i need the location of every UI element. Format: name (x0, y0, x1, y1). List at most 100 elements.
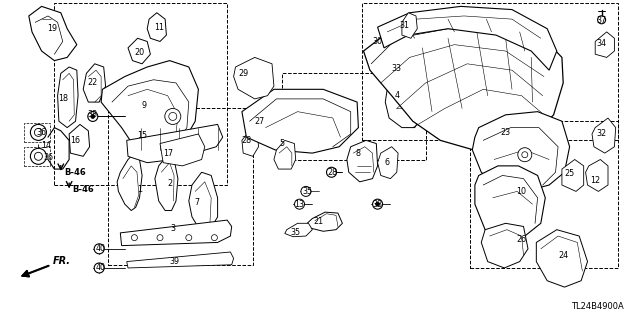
Text: 26: 26 (516, 235, 527, 244)
Text: TL24B4900A: TL24B4900A (572, 302, 624, 311)
Text: 31: 31 (399, 21, 410, 30)
Bar (362, 3, 618, 140)
Circle shape (94, 263, 104, 273)
Text: 29: 29 (238, 69, 248, 78)
Text: 25: 25 (564, 169, 575, 178)
Bar (470, 121, 618, 268)
Text: 10: 10 (516, 187, 527, 196)
Text: 17: 17 (163, 149, 173, 158)
Text: B-46: B-46 (72, 185, 94, 194)
Text: 35: 35 (302, 187, 312, 196)
Text: 40: 40 (95, 263, 106, 272)
Polygon shape (285, 223, 312, 237)
Text: 9: 9 (141, 101, 147, 110)
Circle shape (326, 167, 337, 177)
Text: 23: 23 (500, 128, 511, 137)
Polygon shape (117, 153, 142, 211)
Polygon shape (385, 83, 422, 128)
Polygon shape (120, 220, 232, 246)
Polygon shape (101, 61, 198, 160)
Bar (108, 108, 253, 265)
Circle shape (186, 235, 192, 241)
Circle shape (31, 148, 46, 164)
Text: 36: 36 (36, 128, 47, 137)
Polygon shape (147, 13, 166, 41)
Bar (282, 73, 426, 160)
Text: 2: 2 (167, 179, 172, 188)
Text: 12: 12 (590, 176, 600, 185)
Bar (24, 123, 50, 142)
Circle shape (35, 128, 42, 137)
Circle shape (88, 111, 98, 122)
Polygon shape (562, 160, 584, 191)
Text: 35: 35 (291, 228, 301, 237)
Text: 15: 15 (137, 131, 147, 140)
Text: 6: 6 (385, 158, 390, 167)
Polygon shape (242, 89, 358, 153)
Polygon shape (402, 13, 417, 38)
Text: 34: 34 (596, 39, 607, 48)
Text: 27: 27 (254, 117, 264, 126)
Circle shape (294, 199, 305, 209)
Text: 30: 30 (372, 37, 383, 46)
Polygon shape (58, 67, 78, 128)
Text: 1: 1 (137, 185, 142, 194)
Polygon shape (475, 166, 545, 239)
Polygon shape (307, 212, 342, 231)
Polygon shape (127, 124, 223, 163)
Circle shape (518, 148, 532, 162)
Text: 33: 33 (392, 64, 402, 73)
Polygon shape (586, 160, 608, 191)
Text: 20: 20 (134, 48, 145, 57)
Polygon shape (364, 16, 563, 150)
Text: 37: 37 (596, 16, 607, 25)
Text: 28: 28 (241, 136, 252, 145)
Text: FR.: FR. (52, 256, 70, 266)
Polygon shape (29, 6, 77, 61)
Text: 36: 36 (43, 153, 53, 162)
Circle shape (131, 235, 138, 241)
Circle shape (376, 202, 380, 206)
Text: 39: 39 (169, 257, 179, 266)
Text: 28: 28 (328, 168, 338, 177)
Polygon shape (160, 134, 205, 166)
Polygon shape (242, 131, 259, 156)
Text: 24: 24 (558, 251, 568, 260)
Polygon shape (595, 32, 614, 57)
Text: 3: 3 (170, 224, 175, 233)
Bar (24, 147, 50, 166)
Circle shape (598, 16, 605, 24)
Polygon shape (127, 252, 234, 268)
Polygon shape (128, 38, 150, 64)
Circle shape (165, 108, 181, 124)
Circle shape (522, 152, 528, 158)
Text: 4: 4 (394, 91, 399, 100)
Text: 7: 7 (195, 198, 200, 207)
Text: 38: 38 (372, 200, 383, 209)
Circle shape (157, 235, 163, 241)
Polygon shape (378, 6, 557, 70)
Circle shape (211, 235, 218, 241)
Polygon shape (481, 223, 528, 268)
Text: 8: 8 (356, 149, 361, 158)
Text: 14: 14 (41, 141, 51, 150)
Polygon shape (274, 140, 296, 169)
Text: 16: 16 (70, 136, 81, 145)
Bar (54, 3, 227, 185)
Text: 38: 38 (88, 110, 98, 119)
Polygon shape (378, 147, 398, 179)
Circle shape (35, 152, 42, 160)
Text: 21: 21 (314, 217, 324, 226)
Text: 19: 19 (47, 24, 58, 33)
Polygon shape (69, 124, 90, 156)
Polygon shape (234, 57, 274, 99)
Polygon shape (472, 112, 570, 191)
Circle shape (94, 244, 104, 254)
Text: B-46: B-46 (64, 168, 86, 177)
Polygon shape (347, 140, 378, 182)
Polygon shape (83, 64, 106, 102)
Polygon shape (189, 172, 218, 230)
Text: 5: 5 (279, 139, 284, 148)
Polygon shape (155, 156, 178, 211)
Polygon shape (592, 118, 616, 153)
